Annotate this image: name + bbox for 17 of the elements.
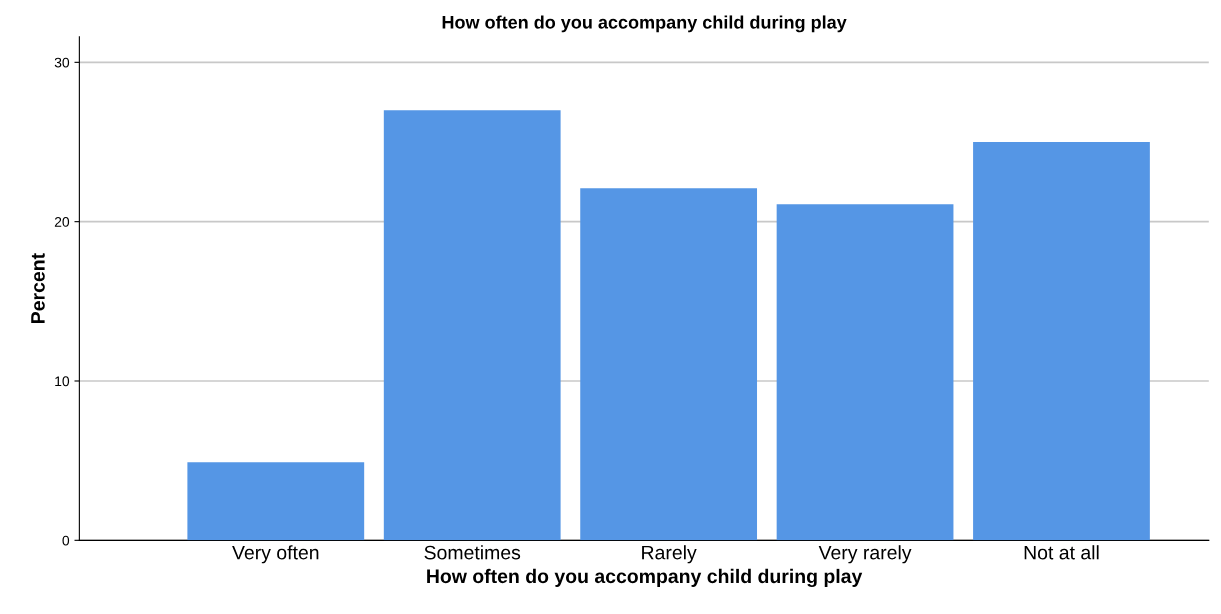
x-tick-label: Very often xyxy=(232,545,319,564)
chart-title: How often do you accompany child during play xyxy=(442,15,847,33)
bar xyxy=(187,462,365,541)
y-tick-label: 0 xyxy=(62,535,70,546)
y-tick-label: 20 xyxy=(54,217,70,227)
x-axis-title: How often do you accompany child during play xyxy=(427,568,863,588)
y-tick-label: 30 xyxy=(54,57,70,68)
bar xyxy=(383,110,561,541)
x-tick-label: Rarely xyxy=(642,545,697,564)
bar xyxy=(776,204,954,541)
bar xyxy=(580,188,758,541)
x-tick-label: Sometimes xyxy=(424,545,521,560)
y-tick-label: 10 xyxy=(55,376,70,387)
x-tick-label: Not at all xyxy=(1024,545,1099,560)
x-tick-label: Very rarely xyxy=(818,545,912,564)
bar xyxy=(973,142,1150,541)
y-axis-title: Percent xyxy=(31,253,45,323)
